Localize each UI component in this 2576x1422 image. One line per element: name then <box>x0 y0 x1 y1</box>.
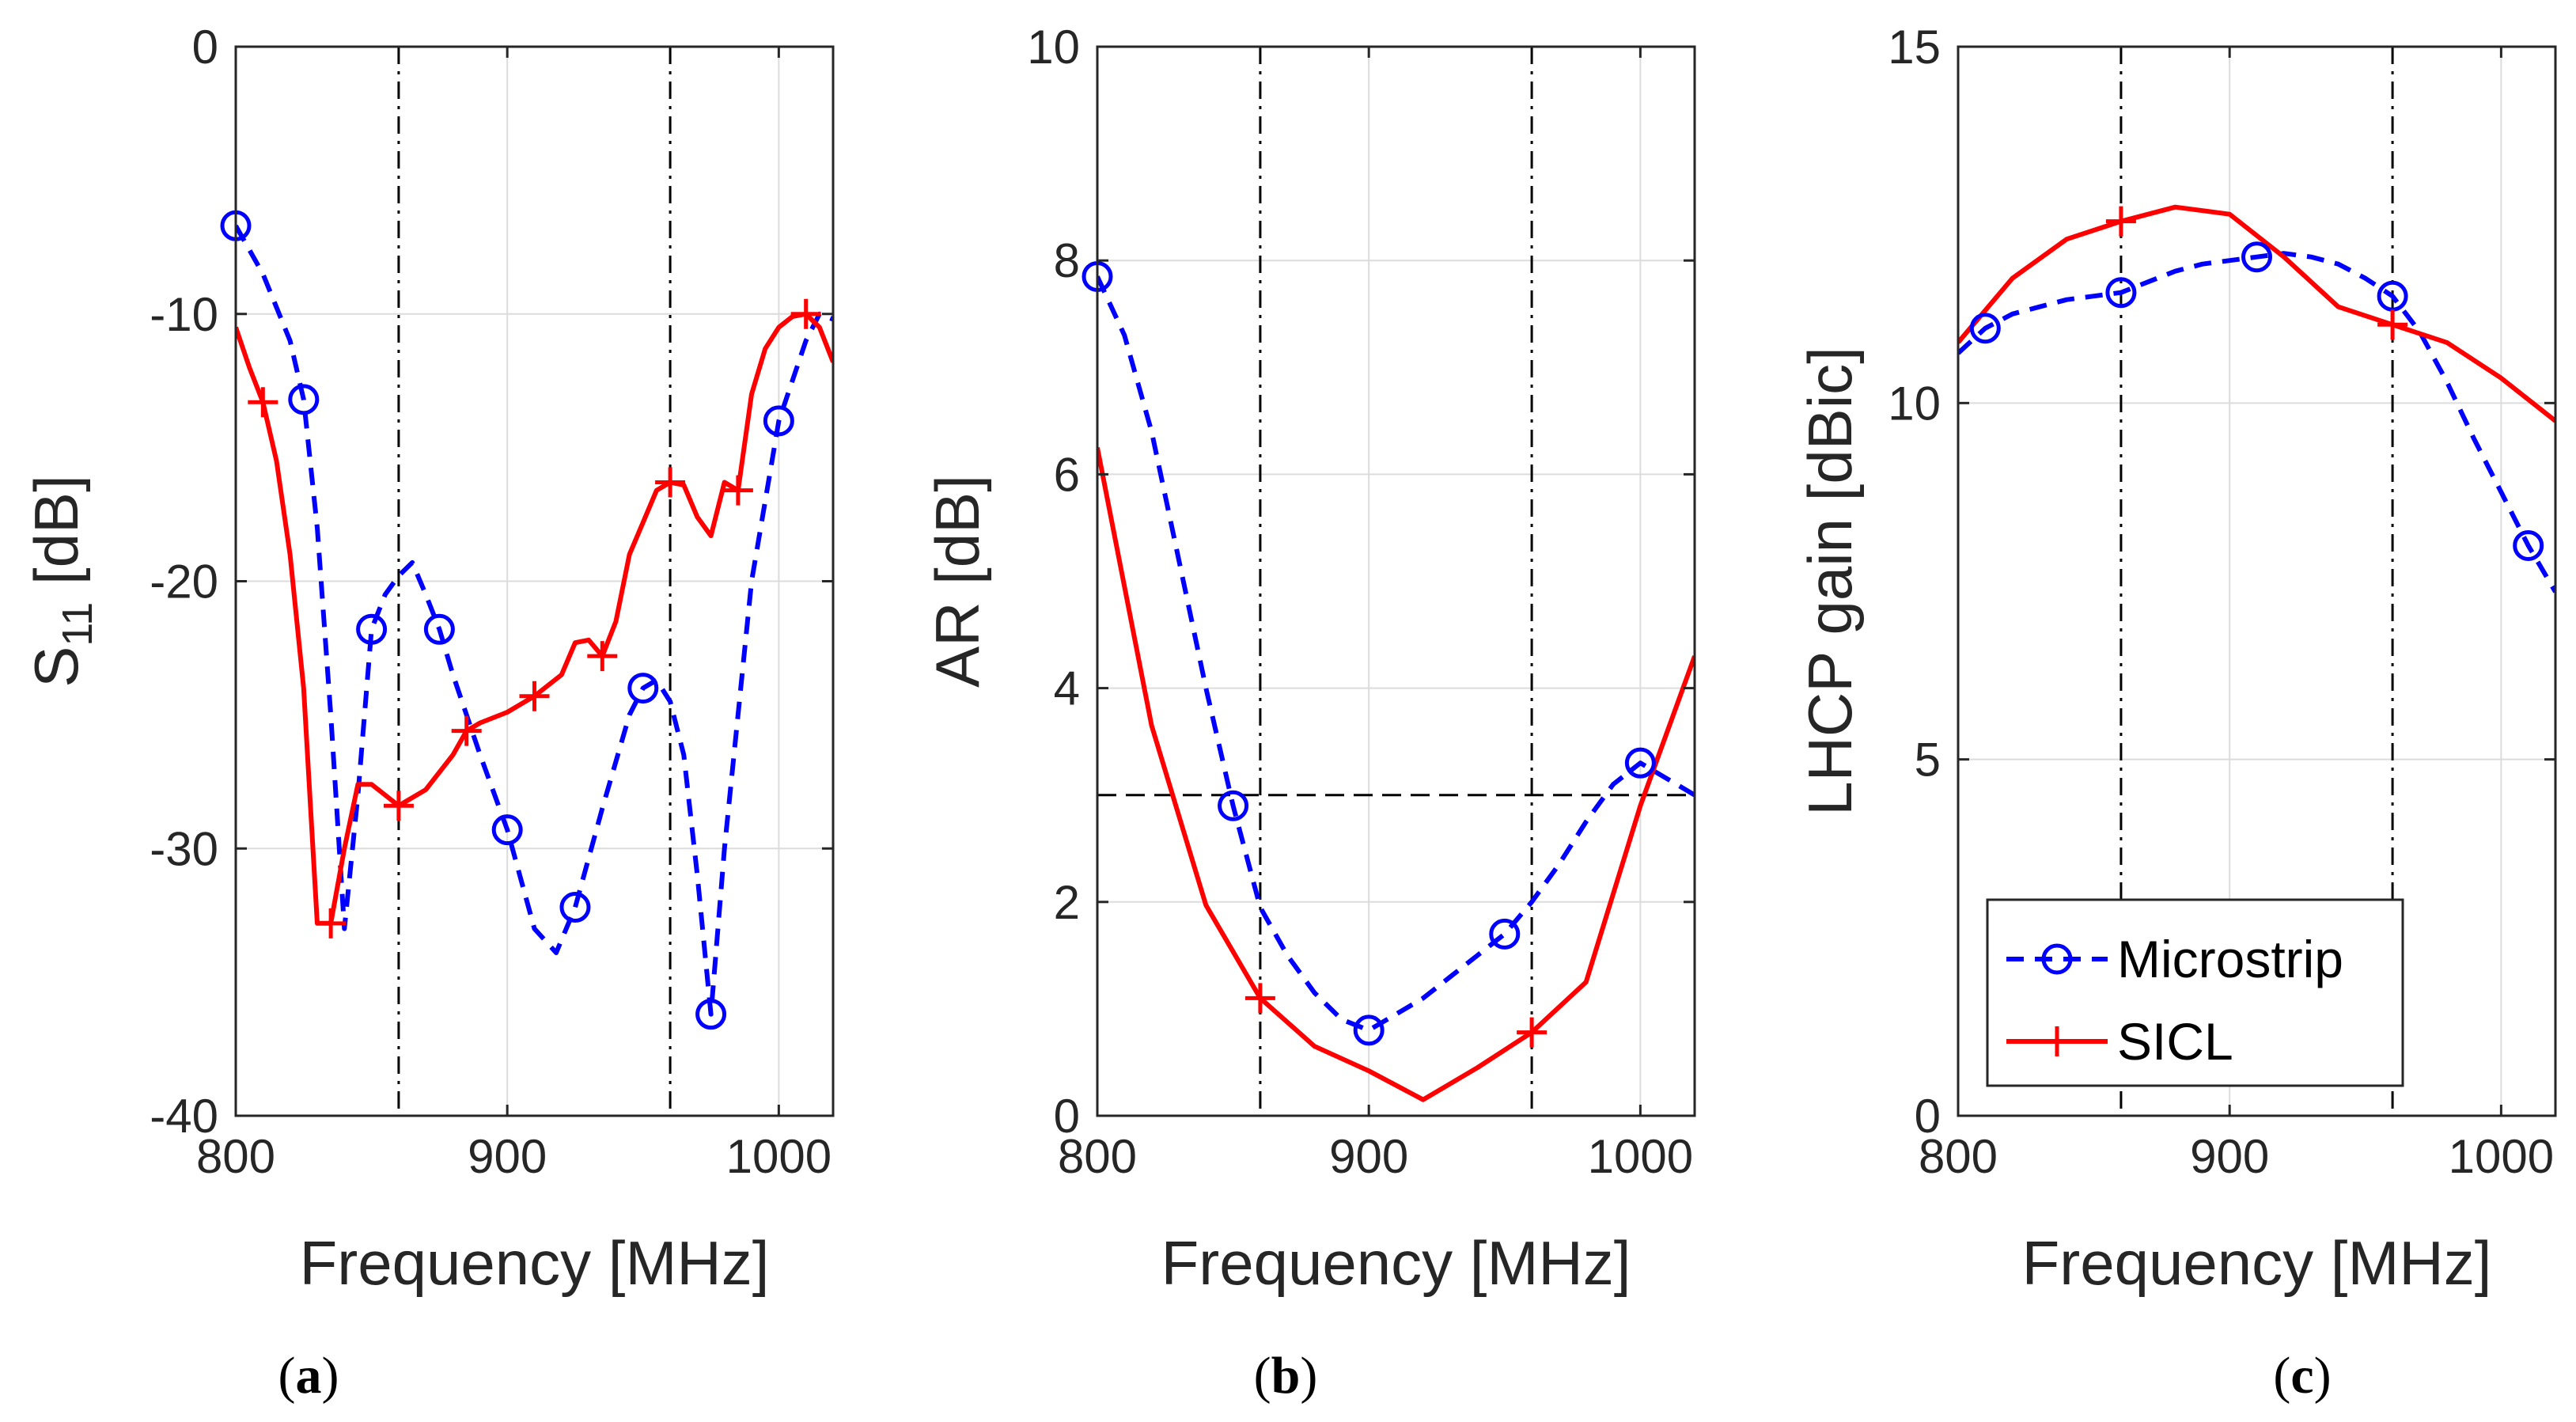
y-tick-label: 10 <box>1888 377 1941 430</box>
caption-paren: ) <box>322 1347 339 1405</box>
y-axis-label-main: S <box>21 647 91 688</box>
data-point-microstrip <box>1218 790 1249 821</box>
data-point-sicl <box>316 908 347 939</box>
panel-caption: (b) <box>1254 1347 1318 1405</box>
data-point-sicl <box>1517 1017 1547 1048</box>
y-tick-label: -40 <box>150 1090 218 1143</box>
data-point-microstrip <box>1489 918 1521 950</box>
series-line-microstrip <box>1958 251 2555 593</box>
y-tick-label: 2 <box>1054 876 1080 929</box>
y-axis-label: AR [dB] <box>922 475 992 688</box>
data-point-microstrip <box>2105 277 2137 309</box>
caption-letter: a <box>296 1347 322 1405</box>
data-point-microstrip <box>763 405 794 437</box>
series-line-sicl <box>1958 204 2555 423</box>
x-axis-label: Frequency [MHz] <box>2022 1228 2492 1298</box>
panel-caption: (c) <box>2273 1347 2331 1405</box>
data-point-microstrip <box>2377 280 2408 312</box>
data-point-sicl <box>383 791 414 821</box>
x-tick-label: 1000 <box>726 1130 832 1183</box>
x-tick-label: 900 <box>1329 1130 1408 1183</box>
y-tick-label: 15 <box>1888 21 1941 74</box>
data-point-sicl <box>2377 309 2408 340</box>
axes-box <box>1096 45 1696 1117</box>
plot-area <box>1097 47 1695 1116</box>
y-tick-label: 4 <box>1054 662 1080 715</box>
x-tick-label: 800 <box>1919 1130 1998 1183</box>
y-tick-label: 0 <box>1054 1090 1080 1143</box>
legend-marker <box>2042 1026 2072 1056</box>
data-point-microstrip <box>695 999 727 1030</box>
x-tick-label: 800 <box>196 1130 275 1183</box>
data-point-microstrip <box>1353 1014 1385 1046</box>
x-tick-label: 1000 <box>1588 1130 1693 1183</box>
x-tick-label: 1000 <box>2449 1130 2554 1183</box>
y-tick-label: -20 <box>150 556 218 609</box>
y-axis-label-subscript: 11 <box>54 602 101 647</box>
data-point-sicl <box>2105 206 2136 237</box>
y-tick-label: 5 <box>1915 734 1941 787</box>
data-point-microstrip <box>627 673 659 704</box>
caption-paren: ) <box>2314 1347 2332 1405</box>
y-axis-label: LHCP gain [dBic] <box>1795 347 1865 816</box>
data-point-sicl <box>722 475 753 506</box>
data-point-sicl <box>790 298 821 329</box>
y-tick-label: 0 <box>192 21 218 74</box>
data-point-microstrip <box>559 892 591 923</box>
caption-letter: b <box>1271 1347 1301 1405</box>
data-point-microstrip <box>2241 241 2272 273</box>
x-axis-label: Frequency [MHz] <box>300 1228 770 1298</box>
data-point-microstrip <box>423 613 455 645</box>
y-tick-label: 0 <box>1915 1090 1941 1143</box>
data-point-sicl <box>519 681 550 711</box>
y-tick-label: -10 <box>150 288 218 341</box>
series-line-sicl <box>1097 447 1695 1102</box>
legend: Microstrip SICL <box>1986 898 2404 1087</box>
caption-paren: ( <box>278 1347 296 1405</box>
data-point-microstrip <box>288 384 320 415</box>
x-axis-label: Frequency [MHz] <box>1161 1228 1631 1298</box>
series-line-microstrip <box>1097 275 1695 1033</box>
y-tick-label: -30 <box>150 822 218 875</box>
data-point-sicl <box>655 467 686 498</box>
y-axis-label: S11 [dB] <box>21 475 101 688</box>
data-point-sicl <box>587 641 618 672</box>
data-point-microstrip <box>491 814 523 846</box>
axes-box <box>1957 45 2557 1117</box>
data-point-sicl <box>248 387 278 418</box>
data-point-sicl <box>1244 983 1275 1014</box>
data-point-microstrip <box>1969 313 2001 344</box>
x-tick-label: 900 <box>2190 1130 2269 1183</box>
panel-c: 800 900 1000 0 5 10 15 Frequency [MHz] LHCP gain… <box>1795 21 2557 1405</box>
caption-paren: ( <box>2273 1347 2290 1405</box>
data-point-microstrip <box>1624 747 1656 779</box>
y-axis-label-unit: [dB] <box>21 475 91 601</box>
caption-paren: ( <box>1254 1347 1271 1405</box>
x-tick-label: 900 <box>468 1130 547 1183</box>
panel-b: 800 900 1000 0 2 4 6 8 10 Frequency [MHz] AR [dB] (… <box>922 21 1696 1405</box>
panel-a: 800 900 1000 -40 -30 -20 -10 0 Frequency [MHz] S1… <box>21 21 835 1405</box>
data-point-microstrip <box>356 613 388 645</box>
series-line-microstrip <box>236 224 833 1017</box>
data-point-sicl <box>451 715 482 746</box>
y-tick-label: 6 <box>1054 448 1080 501</box>
y-tick-label: 10 <box>1027 21 1080 74</box>
y-tick-label: 8 <box>1054 234 1080 287</box>
legend-marker <box>2041 943 2073 975</box>
caption-letter: c <box>2290 1347 2313 1405</box>
legend-label: Microstrip <box>2117 930 2343 988</box>
data-point-microstrip <box>2513 529 2544 561</box>
panel-caption: (a) <box>278 1347 339 1405</box>
legend-label: SICL <box>2117 1012 2233 1071</box>
x-tick-label: 800 <box>1058 1130 1137 1183</box>
caption-paren: ) <box>1300 1347 1317 1405</box>
